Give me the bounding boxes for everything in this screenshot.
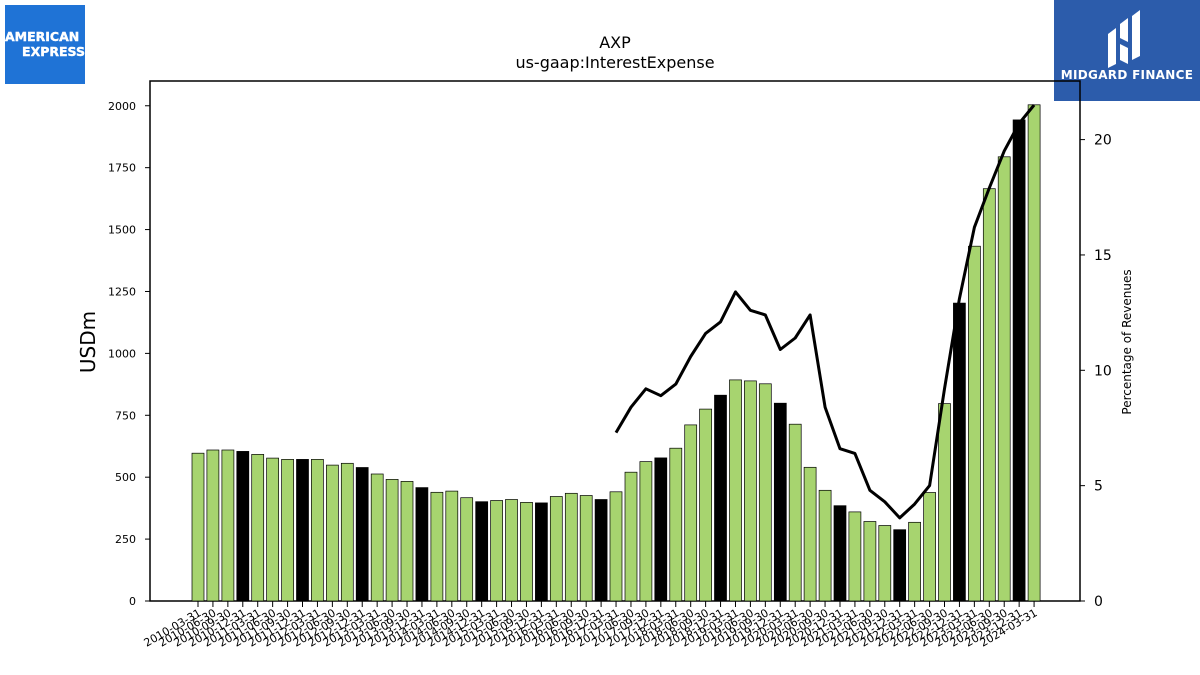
y-tick-label: 2000 xyxy=(108,100,136,113)
y-tick-label: 1000 xyxy=(108,347,136,360)
bar xyxy=(684,424,698,602)
bar xyxy=(355,467,369,602)
bar xyxy=(744,380,757,602)
bar xyxy=(639,461,653,602)
bar xyxy=(624,471,638,602)
bar xyxy=(788,423,802,602)
bar xyxy=(251,454,265,602)
bar xyxy=(460,497,474,602)
y-tick-label: 750 xyxy=(115,409,136,422)
bar xyxy=(908,521,921,602)
bar xyxy=(191,452,205,602)
y-tick-label: 0 xyxy=(129,595,136,608)
bar xyxy=(475,501,489,602)
bar xyxy=(535,502,548,602)
bar xyxy=(564,492,578,602)
y2-axis-label: Percentage of Revenues xyxy=(1120,269,1134,414)
bar xyxy=(579,495,593,602)
y-tick-label: 250 xyxy=(115,533,136,546)
bar xyxy=(729,379,742,602)
bar xyxy=(803,466,817,602)
bar xyxy=(953,302,966,602)
bar xyxy=(982,188,996,602)
bar xyxy=(878,525,892,602)
bar xyxy=(594,499,608,602)
bar xyxy=(296,459,309,602)
bar xyxy=(669,447,683,602)
bar xyxy=(773,402,787,602)
y-tick-label: 1250 xyxy=(108,285,136,298)
bar xyxy=(430,491,444,602)
bar xyxy=(1012,119,1026,602)
y2-tick-label: 10 xyxy=(1094,363,1112,379)
bar xyxy=(281,459,294,602)
y-tick-label: 1500 xyxy=(108,224,136,237)
chart-title: AXP xyxy=(599,33,631,52)
bar xyxy=(236,451,250,602)
y2-tick-label: 15 xyxy=(1094,248,1112,264)
bar xyxy=(654,457,668,602)
y-axis-label: USDm xyxy=(76,311,100,373)
bar xyxy=(699,408,712,602)
y2-tick-label: 20 xyxy=(1094,133,1112,149)
bar xyxy=(340,462,354,602)
midgard-mark-icon xyxy=(1108,10,1140,68)
bar xyxy=(206,449,220,602)
amex-logo-line2: EXPRESS xyxy=(22,44,85,59)
bar xyxy=(445,490,459,602)
bar xyxy=(1027,104,1041,602)
bar xyxy=(520,502,533,602)
bar xyxy=(326,464,339,602)
bar xyxy=(490,500,503,602)
bar xyxy=(266,457,279,602)
bar xyxy=(833,505,847,602)
chart-subtitle: us-gaap:InterestExpense xyxy=(515,53,714,72)
bar xyxy=(385,479,399,602)
midgard-finance-logo: MIDGARD FINANCE xyxy=(1054,0,1200,101)
amex-logo-line1: AMERICAN xyxy=(5,29,80,44)
y-tick-label: 500 xyxy=(115,471,136,484)
bar xyxy=(968,245,981,602)
y2-tick-label: 0 xyxy=(1094,594,1103,610)
bar xyxy=(549,496,563,602)
bar xyxy=(893,529,907,602)
american-express-logo: AMERICAN EXPRESS xyxy=(5,5,85,84)
midgard-logo-text: MIDGARD FINANCE xyxy=(1060,68,1194,82)
bar xyxy=(863,521,877,602)
bar xyxy=(714,394,727,602)
bar xyxy=(997,156,1011,602)
bar xyxy=(923,492,936,602)
bar xyxy=(609,491,623,602)
bar xyxy=(221,449,235,602)
bar xyxy=(370,473,384,602)
bar xyxy=(505,499,518,602)
bar xyxy=(818,489,832,602)
bar xyxy=(848,511,862,602)
bar xyxy=(311,459,324,602)
y-tick-label: 1750 xyxy=(108,162,136,175)
y2-tick-label: 5 xyxy=(1094,479,1103,495)
bar xyxy=(400,481,414,602)
bar xyxy=(758,383,772,602)
bar xyxy=(415,487,429,602)
bar xyxy=(938,403,951,602)
percentage-line xyxy=(614,104,1036,520)
